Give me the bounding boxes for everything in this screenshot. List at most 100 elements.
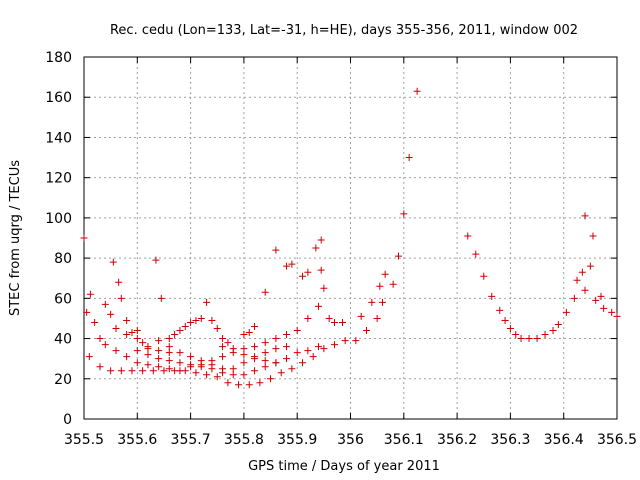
data-point xyxy=(240,345,248,353)
data-point xyxy=(197,357,205,365)
data-point xyxy=(235,381,243,389)
data-point xyxy=(176,349,184,357)
x-tick-label: 355.7 xyxy=(171,432,211,448)
grid-layer xyxy=(84,57,617,419)
data-point xyxy=(96,335,104,343)
data-point xyxy=(496,306,504,314)
x-tick-label: 355.9 xyxy=(277,432,317,448)
data-point xyxy=(112,325,120,332)
data-point xyxy=(272,359,280,367)
data-point xyxy=(149,367,157,375)
data-point xyxy=(352,337,360,345)
data-point xyxy=(464,232,472,240)
data-point xyxy=(219,353,227,361)
data-point xyxy=(133,327,141,335)
x-tick-label: 356 xyxy=(337,432,364,448)
data-point xyxy=(272,246,280,254)
data-point xyxy=(256,379,264,387)
data-point xyxy=(581,212,589,220)
data-point xyxy=(293,349,301,357)
data-point xyxy=(165,349,173,357)
data-point xyxy=(472,250,480,258)
data-point xyxy=(341,337,349,345)
data-point xyxy=(597,292,605,300)
data-point xyxy=(208,316,216,324)
data-point xyxy=(117,367,125,375)
data-point xyxy=(245,329,253,337)
data-point xyxy=(315,343,323,351)
data-point xyxy=(578,268,586,276)
data-point xyxy=(128,329,136,337)
y-tick-label: 40 xyxy=(54,332,72,348)
data-point xyxy=(123,331,131,339)
data-point xyxy=(317,236,325,244)
data-point xyxy=(288,365,296,373)
data-point xyxy=(86,290,94,298)
data-point xyxy=(117,294,125,302)
x-tick-label: 356.1 xyxy=(384,432,424,448)
data-point xyxy=(517,335,525,343)
data-point xyxy=(251,367,259,375)
data-point xyxy=(373,314,381,322)
data-point xyxy=(208,361,216,369)
y-tick-label: 0 xyxy=(63,412,72,428)
tick-layer: 0 20 40 60 80 100 120 140 160 180 355.5 355.6 355.7 3… xyxy=(45,50,637,448)
data-point xyxy=(224,379,232,387)
data-point xyxy=(123,316,131,324)
data-point xyxy=(331,318,339,326)
data-point xyxy=(240,351,248,359)
data-point xyxy=(187,361,195,369)
data-point xyxy=(144,361,152,369)
data-point xyxy=(229,345,237,353)
data-point xyxy=(325,314,333,322)
data-point xyxy=(267,375,275,383)
data-point xyxy=(219,365,227,373)
data-point xyxy=(197,314,205,322)
data-point xyxy=(304,314,312,322)
data-point xyxy=(123,353,131,361)
data-point xyxy=(378,298,386,306)
data-point xyxy=(272,345,280,353)
data-point xyxy=(589,232,597,240)
data-point xyxy=(368,298,376,306)
data-point xyxy=(533,335,541,343)
data-point xyxy=(139,339,147,347)
data-point xyxy=(133,347,141,355)
y-tick-label: 100 xyxy=(45,211,72,227)
data-point xyxy=(512,331,520,339)
data-point xyxy=(176,327,184,335)
data-point xyxy=(165,343,173,351)
data-point xyxy=(339,318,347,326)
x-tick-label: 356.2 xyxy=(437,432,477,448)
data-point xyxy=(83,308,91,316)
data-point xyxy=(549,327,557,335)
data-point xyxy=(400,210,408,218)
data-point xyxy=(413,87,421,95)
data-point xyxy=(283,343,291,351)
data-point xyxy=(176,359,184,367)
data-point xyxy=(251,322,259,330)
data-point xyxy=(229,371,237,379)
data-point xyxy=(251,343,259,351)
data-point xyxy=(160,367,168,375)
data-point xyxy=(394,252,402,260)
y-tick-label: 140 xyxy=(45,130,72,146)
data-point xyxy=(573,276,581,284)
data-point xyxy=(219,335,227,343)
data-point xyxy=(261,357,269,365)
data-point xyxy=(187,318,195,326)
data-point xyxy=(562,308,570,316)
data-point xyxy=(91,318,99,326)
data-point xyxy=(554,320,562,328)
data-point xyxy=(315,302,323,310)
data-point xyxy=(389,280,397,288)
y-tick-label: 80 xyxy=(54,251,72,267)
y-tick-label: 180 xyxy=(45,50,72,66)
data-point xyxy=(283,331,291,339)
data-point xyxy=(213,325,221,332)
data-point xyxy=(283,355,291,363)
x-axis-label: GPS time / Days of year 2011 xyxy=(248,459,440,474)
x-tick-label: 356.3 xyxy=(490,432,530,448)
data-point xyxy=(600,304,608,312)
